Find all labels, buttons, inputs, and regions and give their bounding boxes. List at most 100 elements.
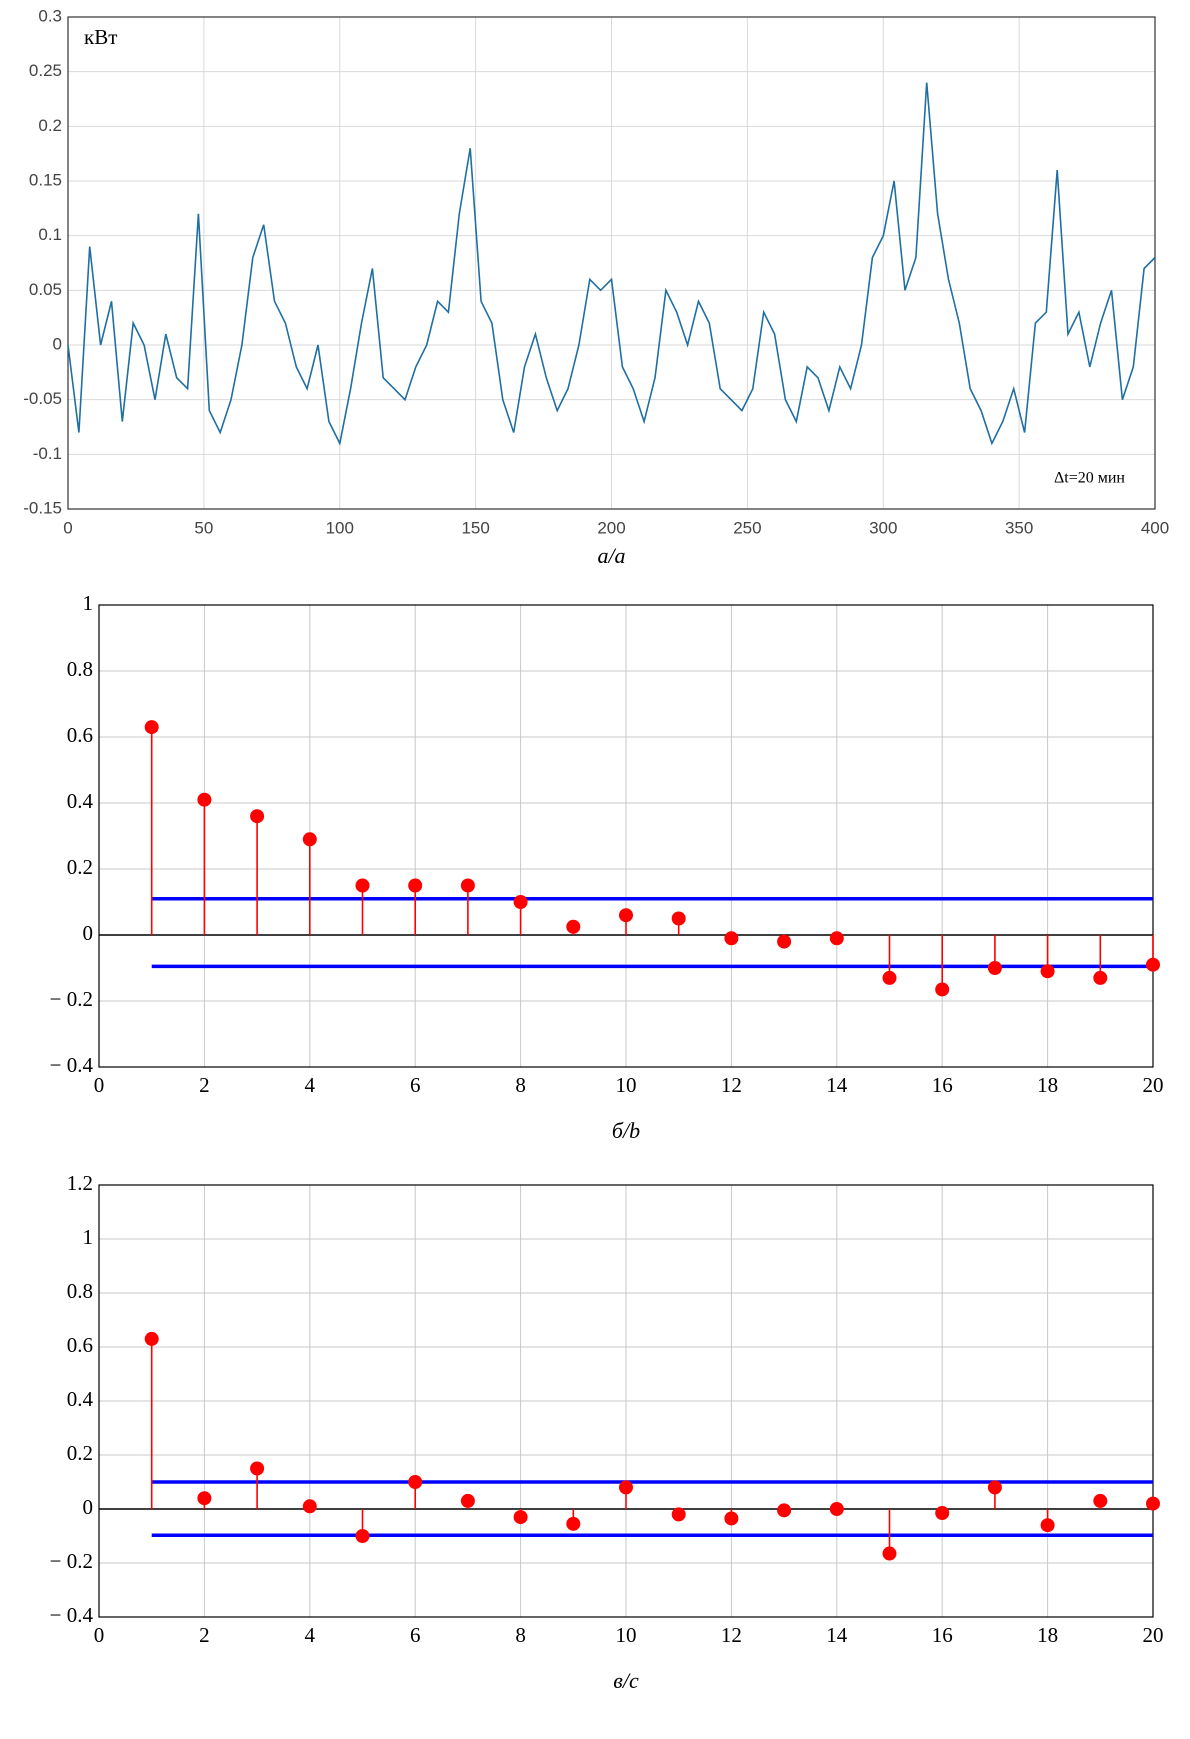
stem-marker [1146, 1496, 1160, 1511]
x-tick-label: 350 [1005, 518, 1033, 537]
x-tick-label: 6 [410, 1073, 421, 1097]
stem-marker [671, 1507, 686, 1522]
x-tick-label: 6 [410, 1623, 421, 1647]
x-tick-label: 50 [194, 518, 213, 537]
plot-frame [98, 1184, 1154, 1618]
stem-marker [1040, 1518, 1055, 1533]
stem-marker [777, 934, 792, 949]
data-line [67, 82, 1156, 446]
y-tick-label: 0.6 [67, 723, 93, 747]
y-tick-label: -0.05 [23, 389, 62, 408]
x-tick-label: 150 [461, 518, 489, 537]
y-tick-label: − 0.2 [50, 987, 93, 1011]
stem-marker [671, 911, 686, 926]
caption: в/c [613, 1668, 639, 1693]
caption: а/a [597, 543, 625, 568]
plot-frame [98, 604, 1154, 1068]
plot-frame [67, 16, 1156, 510]
stem-marker [355, 1529, 370, 1543]
x-tick-label: 2 [199, 1623, 210, 1647]
x-tick-label: 100 [326, 518, 354, 537]
stem-marker [829, 1502, 844, 1516]
stem-marker [513, 1510, 528, 1525]
stem-marker [250, 809, 265, 824]
stem-marker [935, 982, 950, 997]
y-tick-label: 0.3 [38, 6, 62, 25]
x-tick-label: 400 [1141, 518, 1169, 537]
x-tick-label: 0 [94, 1073, 105, 1097]
x-tick-label: 14 [826, 1073, 848, 1097]
stem-marker [882, 1546, 897, 1561]
x-tick-label: 16 [932, 1073, 953, 1097]
stem-marker [355, 878, 370, 893]
x-tick-label: 300 [869, 518, 897, 537]
x-tick-label: 0 [63, 518, 72, 537]
y-tick-label: 0.8 [67, 1279, 93, 1303]
y-tick-label: -0.15 [23, 498, 62, 517]
y-tick-label: 0 [83, 921, 94, 945]
stem-marker [935, 1506, 950, 1521]
stem-marker [460, 1493, 475, 1508]
y-tick-label: 0.15 [29, 170, 62, 189]
x-tick-label: 0 [94, 1623, 105, 1647]
y-tick-label: − 0.2 [50, 1549, 93, 1573]
y-tick-label: − 0.4 [50, 1053, 94, 1077]
stem-marker [1093, 970, 1108, 985]
y-tick-label: 0.2 [67, 1441, 93, 1465]
x-tick-label: 18 [1037, 1623, 1058, 1647]
y-tick-label: 0.2 [67, 855, 93, 879]
stem-marker [250, 1461, 265, 1476]
stem-marker [144, 720, 159, 735]
x-tick-label: 200 [597, 518, 625, 537]
stem-marker [302, 1499, 317, 1514]
y-tick-label: 0 [53, 334, 62, 353]
step-annotation: Δt=20 мин [1054, 470, 1125, 487]
stem-marker [302, 832, 317, 847]
y-tick-label: 1 [83, 591, 94, 615]
y-tick-label: -0.1 [33, 444, 62, 463]
x-tick-label: 250 [733, 518, 761, 537]
stem-marker [987, 1480, 1002, 1495]
stem-marker [882, 970, 897, 985]
x-tick-label: 4 [305, 1623, 316, 1647]
stem-marker [513, 895, 528, 909]
y-tick-label: 0.1 [38, 225, 62, 244]
stem-marker [829, 931, 844, 946]
y-tick-label: 0.4 [67, 789, 94, 813]
y-tick-label: 0.2 [38, 116, 62, 135]
stem-marker [408, 1475, 423, 1489]
stem-marker [619, 908, 633, 923]
y-tick-label: 0.25 [29, 61, 62, 80]
x-tick-label: 18 [1037, 1073, 1058, 1097]
stem-marker [197, 792, 212, 807]
stem-marker [408, 878, 423, 893]
x-tick-label: 4 [305, 1073, 316, 1097]
x-tick-label: 14 [826, 1623, 848, 1647]
x-tick-label: 20 [1143, 1073, 1164, 1097]
stem-marker [619, 1480, 633, 1495]
y-tick-label: 0.8 [67, 657, 93, 681]
x-tick-label: 8 [515, 1073, 526, 1097]
y-tick-label: − 0.4 [50, 1603, 94, 1627]
y-tick-label: 0.4 [67, 1387, 94, 1411]
stem-marker [1040, 964, 1055, 979]
stem-marker [197, 1491, 212, 1506]
unit-annotation: кВт [84, 25, 117, 49]
stem-marker [144, 1331, 159, 1346]
x-tick-label: 10 [616, 1623, 637, 1647]
stem-marker [724, 931, 739, 946]
x-tick-label: 20 [1143, 1623, 1164, 1647]
x-tick-label: 2 [199, 1073, 210, 1097]
y-tick-label: 1 [83, 1225, 94, 1249]
stem-marker [1146, 957, 1160, 972]
caption: б/b [612, 1118, 640, 1143]
x-tick-label: 10 [616, 1073, 637, 1097]
y-tick-label: 0 [83, 1495, 94, 1519]
y-tick-label: 0.05 [29, 280, 62, 299]
stem-marker [777, 1503, 792, 1518]
x-tick-label: 16 [932, 1623, 953, 1647]
y-tick-label: 1.2 [67, 1171, 93, 1195]
stem-marker [724, 1511, 739, 1526]
x-tick-label: 8 [515, 1623, 526, 1647]
